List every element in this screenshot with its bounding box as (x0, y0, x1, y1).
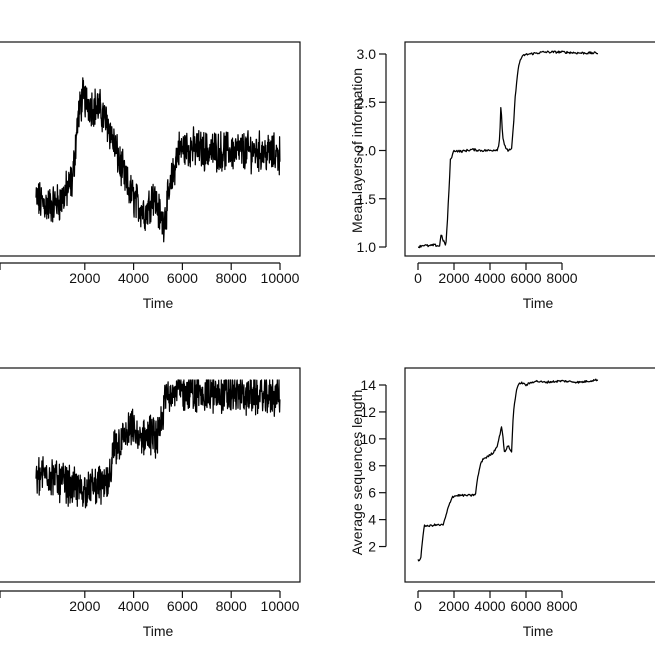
y-tick-label: 2.0 (357, 143, 377, 159)
x-tick-label: 4000 (118, 270, 149, 286)
panel-top-right: 0 2000 4000 6000 8000 Time 1.0 1.5 2.0 2.5 3.0 Mean… (349, 41, 655, 311)
plot-frame (404, 41, 655, 257)
plot-frame (404, 367, 655, 583)
series-line (417, 50, 599, 249)
x-tick-label: 4000 (474, 270, 505, 286)
y-tick-label: 2 (368, 539, 376, 555)
y-tick-label: 6 (368, 485, 376, 501)
x-tick-label: 8000 (216, 270, 247, 286)
x-tick-label: 6000 (510, 270, 541, 286)
plot-frame (0, 367, 301, 583)
x-tick-label: 4000 (474, 598, 505, 614)
plot-frame (0, 41, 301, 257)
y-tick-label: 14 (360, 377, 376, 393)
x-tick-label: 8000 (546, 598, 577, 614)
x-tick-label: 2000 (69, 270, 100, 286)
y-tick-label: 8 (368, 458, 376, 474)
x-tick-label: 0 (414, 598, 422, 614)
x-tick-label: 0 (414, 270, 422, 286)
y-tick-label: 10 (360, 431, 376, 447)
x-axis-title: Time (523, 623, 554, 639)
y-tick-label: 12 (360, 404, 376, 420)
y-tick-label: 1.5 (357, 191, 377, 207)
y-tick-label: 2.5 (357, 94, 377, 110)
y-tick-label: 1.0 (357, 239, 377, 255)
x-tick-label: 8000 (216, 598, 247, 614)
x-tick-label: 6000 (167, 598, 198, 614)
y-tick-label: 3.0 (357, 46, 377, 62)
y-axis-title: Mean layers of information (349, 68, 365, 233)
panel-top-left: 2000 4000 6000 8000 10000 Time (0, 41, 301, 311)
x-tick-label: 10000 (261, 598, 300, 614)
y-tick-label: 4 (368, 512, 376, 528)
series-line (35, 77, 281, 243)
x-tick-label: 6000 (167, 270, 198, 286)
series-line (35, 379, 281, 509)
x-tick-label: 8000 (546, 270, 577, 286)
x-tick-label: 2000 (69, 598, 100, 614)
x-tick-label: 10000 (261, 270, 300, 286)
x-tick-label: 4000 (118, 598, 149, 614)
x-tick-label: 2000 (438, 598, 469, 614)
x-axis-title: Time (143, 623, 174, 639)
y-axis-title: Average sequences length (349, 390, 365, 556)
panel-bottom-left: 2000 4000 6000 8000 10000 Time (0, 367, 301, 639)
x-tick-label: 6000 (510, 598, 541, 614)
x-axis-title: Time (143, 295, 174, 311)
x-axis-title: Time (523, 295, 554, 311)
x-tick-label: 2000 (438, 270, 469, 286)
series-line (417, 378, 599, 562)
